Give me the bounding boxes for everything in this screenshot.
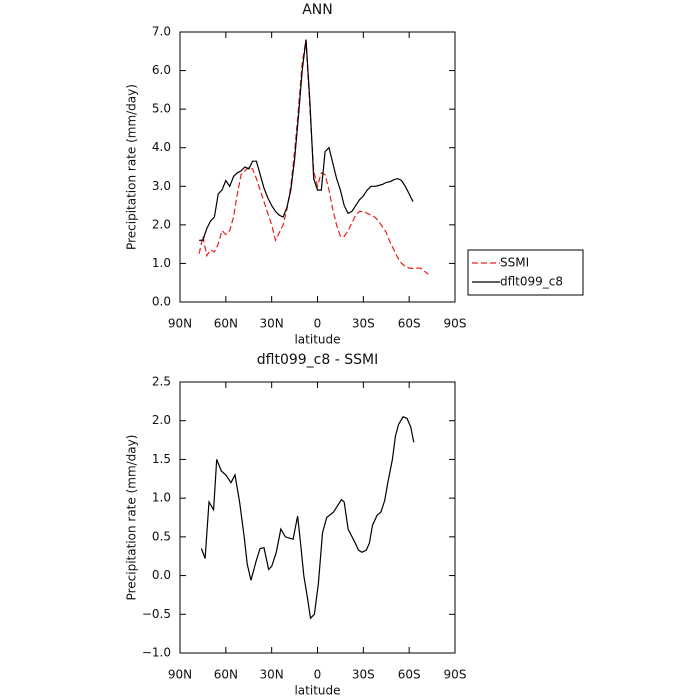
x-tick-label: 60N <box>214 668 238 682</box>
x-tick-label: 0 <box>314 668 322 682</box>
y-axis-label: Precipitation rate (mm/day) <box>125 84 139 250</box>
plot-frame <box>179 31 456 303</box>
y-axis-label: Precipitation rate (mm/day) <box>125 435 139 601</box>
x-tick-label: 60S <box>398 668 421 682</box>
y-tick-label: 5.0 <box>152 102 171 116</box>
y-tick-label: 0.0 <box>152 295 171 309</box>
y-tick-label: 6.0 <box>152 63 171 77</box>
y-tick-label: 0.0 <box>152 568 171 582</box>
x-tick-label: 30N <box>260 317 284 331</box>
x-tick-label: 90S <box>444 317 467 331</box>
x-tick-label: 30S <box>352 668 375 682</box>
series-line <box>199 39 414 241</box>
x-axis-label: latitude <box>294 684 340 698</box>
legend-box <box>467 249 584 296</box>
y-tick-label: −1.0 <box>142 646 171 660</box>
y-tick-label: 2.0 <box>152 413 171 427</box>
y-tick-label: 2.0 <box>152 217 171 231</box>
x-tick-label: 60N <box>214 317 238 331</box>
y-tick-label: 1.0 <box>152 491 171 505</box>
x-tick-label: 30S <box>352 317 375 331</box>
chart-title: dflt099_c8 - SSMI <box>257 352 378 368</box>
y-tick-label: 4.0 <box>152 140 171 154</box>
plot-frame <box>179 381 456 654</box>
x-axis-label: latitude <box>294 333 340 347</box>
x-tick-label: 30N <box>260 668 284 682</box>
x-tick-label: 60S <box>398 317 421 331</box>
y-tick-label: −0.5 <box>142 607 171 621</box>
y-tick-label: 0.5 <box>152 529 171 543</box>
y-tick-label: 3.0 <box>152 179 171 193</box>
legend-label: dflt099_c8 <box>500 275 563 289</box>
series-line <box>198 39 429 275</box>
chart-title: ANN <box>302 2 333 18</box>
y-tick-label: 1.0 <box>152 256 171 270</box>
legend-label: SSMI <box>500 256 529 270</box>
y-tick-label: 2.5 <box>152 375 171 389</box>
x-tick-label: 90N <box>168 317 192 331</box>
x-tick-label: 90N <box>168 668 192 682</box>
y-tick-label: 7.0 <box>152 25 171 39</box>
series-line <box>200 416 415 620</box>
y-tick-label: 1.5 <box>152 452 171 466</box>
x-tick-label: 0 <box>314 317 322 331</box>
x-tick-label: 90S <box>444 668 467 682</box>
